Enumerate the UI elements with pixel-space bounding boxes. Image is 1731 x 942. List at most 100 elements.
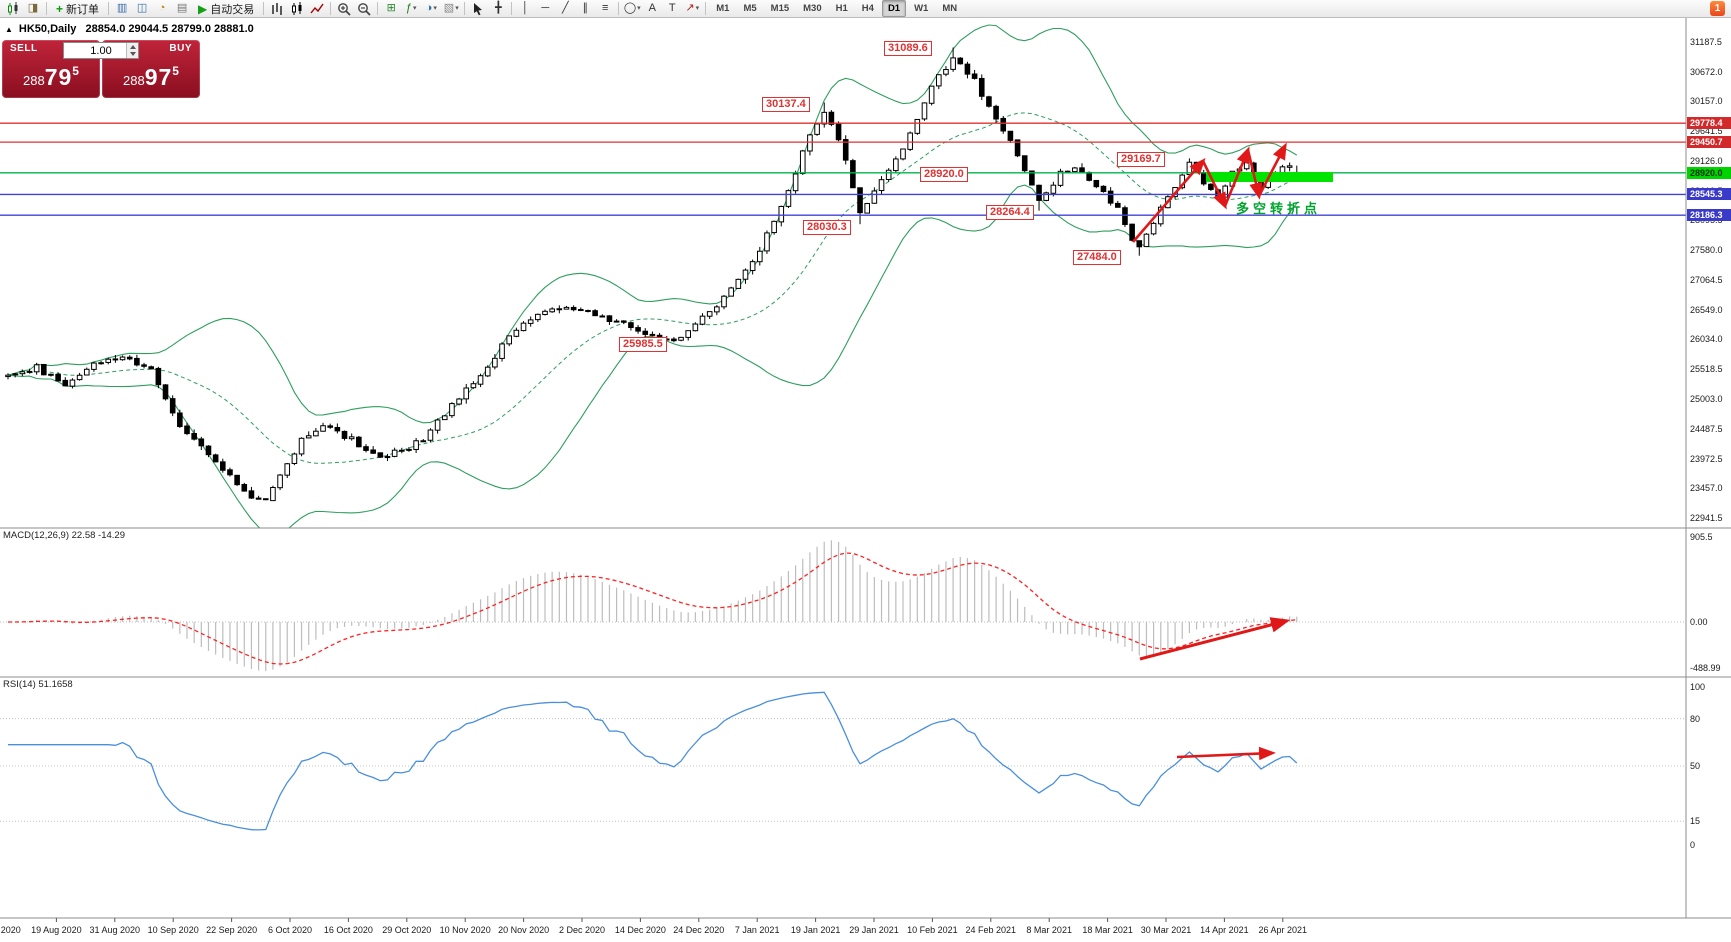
trend-zigzag-arrows[interactable] [1132,142,1287,243]
buy-price: 288975 [123,64,179,90]
turning-point-annotation[interactable]: 多空转折点 [1236,201,1322,216]
toolbar-separator [377,2,379,15]
time-axis-label: 20 Nov 2020 [498,925,550,935]
market-watch-icon[interactable]: ▥ [116,2,128,14]
line-chart-icon[interactable] [307,1,327,17]
bar-chart-icon[interactable] [267,1,287,17]
autotrading-button[interactable]: ▶ 自动交易 [198,1,255,16]
tile-windows-icon[interactable]: ⊞ [386,2,396,14]
time-axis-label: 19 Aug 2020 [31,925,82,935]
price-label-object[interactable]: 30137.4 [762,97,810,112]
price-label-object[interactable]: 28264.4 [986,205,1034,220]
time-axis-label: 18 Mar 2021 [1082,925,1133,935]
price-label-object[interactable]: 31089.6 [884,41,932,56]
time-axis-label: 16 Oct 2020 [323,925,373,935]
new-chart-icon[interactable] [3,1,23,17]
timeframe-D1[interactable]: D1 [881,0,907,17]
volume-up-button[interactable] [127,43,138,51]
vertical-line-icon[interactable]: │ [521,2,529,14]
bollinger-lower-band [7,184,1298,528]
timeframe-M5[interactable]: M5 [743,3,757,14]
time-axis-label: 31 Aug 2020 [89,925,141,935]
terminal-icon[interactable]: ▤ [176,2,188,14]
rsi-trend-arrow[interactable] [1176,746,1276,761]
timeframe-MN[interactable]: MN [942,3,958,14]
bollinger-upper-band [7,24,1298,424]
cursor-icon[interactable] [468,1,488,17]
price-label-object[interactable]: 28030.3 [803,220,851,235]
price-tag: 28920.0 [1687,166,1731,179]
price-scale[interactable] [1686,18,1731,918]
price-tag: 28186.3 [1687,209,1731,222]
price-scale-label: 25518.5 [1690,364,1723,375]
price-scale-label: 23457.0 [1690,483,1723,494]
time-axis-label: 26 Apr 2021 [1258,925,1308,935]
shapes-icon[interactable]: ◯ ▾ [623,2,641,14]
timeframe-M30[interactable]: M30 [803,3,822,14]
time-axis-label: 30 Mar 2021 [1140,925,1192,935]
toolbar-separator [330,2,332,15]
arrows-icon[interactable]: ↗ ▾ [685,2,700,14]
time-axis-label: 8 Mar 2021 [1026,925,1072,935]
horizontal-line-icon[interactable]: ─ [541,2,550,14]
collapse-trade-panel-button[interactable]: ▲ [5,24,13,34]
toolbar-separator [108,2,110,15]
toolbar: ◨ + 新订单 ▥ ◫ ◔ ▤ ▶ 自动交易 ⊞ ƒ ▾ ◑ ▾ ▧ ▾ ╋ │ ─ ╱ ∥ ≡ ◯ ▾ A T ↗ ▾ M1 M5 M15… [0,0,1731,18]
volume-input[interactable]: 1.00 [63,42,139,59]
timeframe-M1[interactable]: M1 [716,3,730,14]
profiles-icon[interactable]: ◨ [27,2,39,14]
trendline-icon[interactable]: ╱ [561,2,569,14]
timeframe-H4[interactable]: H4 [861,3,874,14]
crosshair-icon[interactable]: ╋ [494,2,502,14]
templates-icon[interactable]: ▧ ▾ [443,2,459,14]
time-axis-label: 10 Sep 2020 [147,925,199,935]
price-label-object[interactable]: 25985.5 [619,337,667,352]
periods-icon[interactable]: ◑ ▾ [425,2,437,14]
notifications-icon[interactable]: 1 [1710,1,1725,16]
indicators-icon[interactable]: ƒ ▾ [405,2,417,14]
sell-label: SELL [10,43,38,54]
rsi-panel [0,691,1686,831]
time-axis-label: 24 Feb 2021 [965,925,1017,935]
rsi-label: RSI(14) 51.1658 [3,679,73,690]
rsi-scale-label: 50 [1690,761,1701,771]
rsi-scale-label: 15 [1690,816,1701,827]
price-scale-label: 23972.5 [1690,453,1723,464]
new-order-button[interactable]: + 新订单 [56,1,100,16]
timeframe-W1[interactable]: W1 [914,3,929,14]
volume-down-button[interactable] [127,50,138,58]
price-label-object[interactable]: 28920.0 [920,167,968,182]
data-window-icon[interactable]: ◫ [136,2,148,14]
fibonacci-icon[interactable]: ≡ [602,2,609,14]
price-tag: 29778.4 [1687,117,1731,130]
price-scale-label: 31187.5 [1690,36,1722,47]
toolbar-separator [511,2,513,15]
price-label-object[interactable]: 27484.0 [1073,250,1121,265]
text-label-icon[interactable]: T [668,2,676,14]
channel-icon[interactable]: ∥ [582,2,589,14]
toolbar-separator [46,2,47,15]
price-scale-label: 27580.0 [1690,245,1723,256]
time-axis-label: 2 Dec 2020 [558,925,606,935]
price-label-object[interactable]: 29169.7 [1117,152,1165,167]
time-axis-label: 10 Feb 2021 [907,925,958,935]
toolbar-separator [263,2,265,15]
sell-price: 288795 [23,64,79,90]
macd-trend-arrow[interactable] [1139,617,1291,661]
zoom-in-icon[interactable] [334,1,354,17]
timeframe-M15[interactable]: M15 [770,3,790,14]
price-scale-label: 30157.0 [1690,96,1723,107]
candlestick-chart-icon[interactable] [287,1,307,17]
time-axis-label: 24 Dec 2020 [673,925,725,935]
timeframe-H1[interactable]: H1 [835,3,848,14]
navigator-icon[interactable]: ◔ [158,2,166,14]
zoom-out-icon[interactable] [354,1,374,17]
rsi-scale-label: 0 [1690,840,1696,850]
macd-scale-label: 905.5 [1690,532,1713,542]
text-icon[interactable]: A [648,2,656,14]
macd-panel [0,540,1686,672]
buy-button[interactable]: BUY 288975 [102,40,200,98]
rsi-line [8,691,1298,831]
